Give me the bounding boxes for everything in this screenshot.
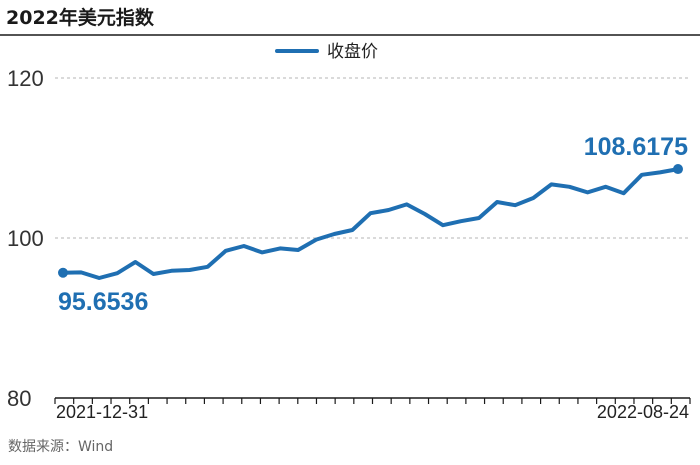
x-tick-end: 2022-08-24 (597, 402, 689, 422)
series-layer (58, 164, 683, 280)
series-line-closing-price (61, 167, 680, 280)
grid-lines (55, 77, 690, 239)
chart-title: 2022年美元指数 (6, 6, 155, 29)
y-tick-label: 100 (7, 226, 44, 251)
y-tick-label: 80 (7, 386, 31, 411)
data-label-end: 108.6175 (584, 133, 688, 161)
point-start (58, 267, 68, 278)
legend: 收盘价 (275, 42, 378, 62)
source-note: 数据来源：Wind (8, 439, 113, 455)
data-label-start: 95.6536 (58, 288, 148, 316)
x-axis (54, 397, 691, 404)
y-axis: 80 100 120 (7, 66, 44, 411)
legend-label: 收盘价 (327, 42, 378, 62)
x-tick-start: 2021-12-31 (56, 402, 148, 422)
y-tick-label: 120 (7, 66, 44, 91)
point-end (673, 164, 683, 175)
